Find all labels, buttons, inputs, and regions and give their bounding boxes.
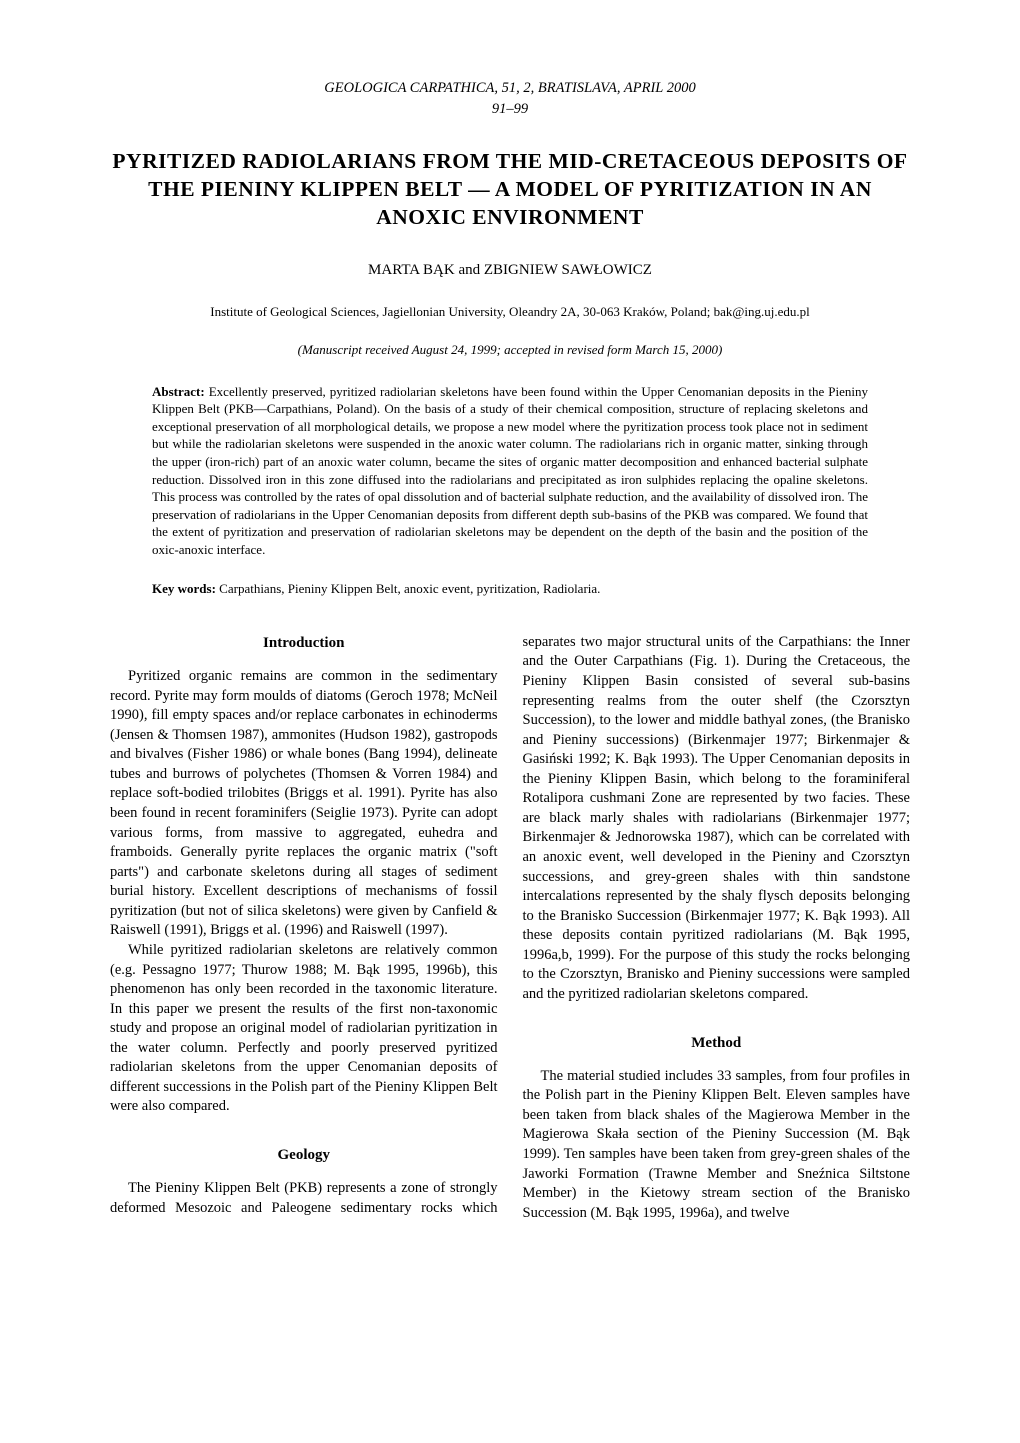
method-p1: The material studied includes 33 samples… <box>523 1067 911 1224</box>
abstract-block: Abstract: Excellently preserved, pyritiz… <box>152 383 868 558</box>
keywords-text: Carpathians, Pieniny Klippen Belt, anoxi… <box>219 581 600 596</box>
body-columns: Introduction Pyritized organic remains a… <box>110 633 910 1223</box>
keywords-block: Key words: Carpathians, Pieniny Klippen … <box>152 580 868 598</box>
page-range: 91–99 <box>110 101 910 118</box>
section-heading-geology: Geology <box>110 1145 498 1165</box>
introduction-p1: Pyritized organic remains are common in … <box>110 667 498 941</box>
authors-line: MARTA BĄK and ZBIGNIEW SAWŁOWICZ <box>110 262 910 279</box>
affiliation-line: Institute of Geological Sciences, Jagiel… <box>110 304 910 320</box>
abstract-label: Abstract: <box>152 384 209 399</box>
paper-title: PYRITIZED RADIOLARIANS FROM THE MID-CRET… <box>110 148 910 232</box>
journal-header: GEOLOGICA CARPATHICA, 51, 2, BRATISLAVA,… <box>110 80 910 97</box>
section-heading-method: Method <box>523 1033 911 1053</box>
introduction-p2: While pyritized radiolarian skeletons ar… <box>110 941 498 1117</box>
manuscript-dates: (Manuscript received August 24, 1999; ac… <box>110 342 910 358</box>
keywords-label: Key words: <box>152 581 219 596</box>
section-heading-introduction: Introduction <box>110 633 498 653</box>
abstract-text: Excellently preserved, pyritized radiola… <box>152 384 868 557</box>
